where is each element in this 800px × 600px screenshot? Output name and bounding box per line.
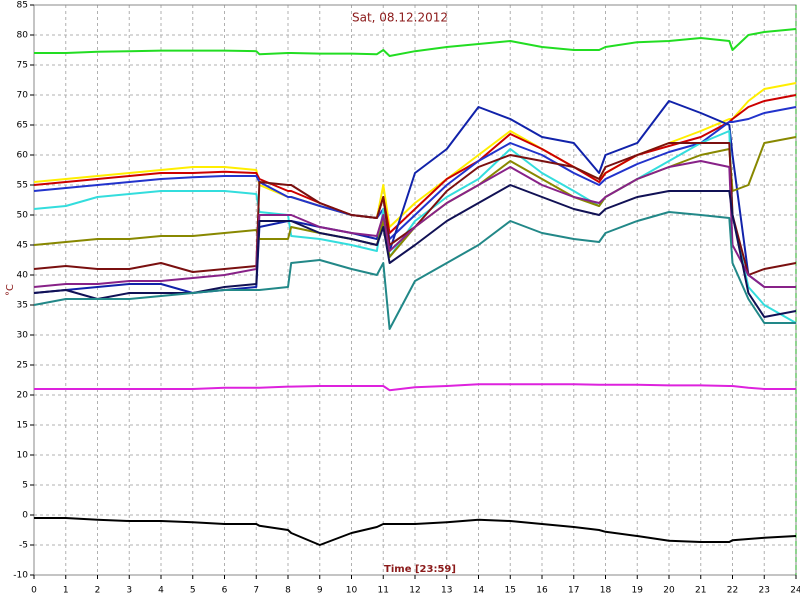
y-tick-label: 75 bbox=[17, 61, 28, 71]
y-tick-label: 85 bbox=[17, 1, 28, 11]
x-tick-label: 4 bbox=[158, 586, 164, 596]
x-tick-label: 13 bbox=[441, 586, 452, 596]
series-line bbox=[34, 28, 797, 57]
series-line bbox=[34, 383, 796, 392]
x-tick-label: 1 bbox=[63, 586, 69, 596]
x-tick-label: 15 bbox=[505, 586, 516, 596]
y-tick-label: 55 bbox=[17, 181, 28, 191]
series-line bbox=[33, 106, 797, 240]
y-tick-label: 50 bbox=[17, 211, 29, 221]
y-tick-label: 20 bbox=[17, 391, 29, 401]
y-tick-label: 5 bbox=[22, 481, 28, 491]
y-tick-label: -10 bbox=[13, 571, 28, 581]
series-line bbox=[34, 517, 797, 546]
y-tick-label: 30 bbox=[17, 331, 29, 341]
x-tick-label: 0 bbox=[31, 586, 37, 596]
y-tick-label: 10 bbox=[17, 451, 29, 461]
x-tick-label: 9 bbox=[317, 586, 323, 596]
y-tick-label: 60 bbox=[17, 151, 29, 161]
y-tick-label: 0 bbox=[22, 511, 28, 521]
x-tick-label: 2 bbox=[95, 586, 101, 596]
chart-title: Sat, 08.12.2012 bbox=[352, 11, 448, 25]
y-tick-label: 25 bbox=[17, 361, 28, 371]
series-line bbox=[33, 211, 796, 330]
x-tick-label: 18 bbox=[600, 586, 612, 596]
y-tick-label: 35 bbox=[17, 301, 28, 311]
y-tick-label: 80 bbox=[17, 31, 29, 41]
x-tick-label: 16 bbox=[536, 586, 548, 596]
x-tick-label: 8 bbox=[285, 586, 291, 596]
y-tick-label: 65 bbox=[17, 121, 28, 131]
x-tick-label: 11 bbox=[378, 586, 389, 596]
x-tick-label: 19 bbox=[632, 586, 644, 596]
x-tick-label: 23 bbox=[759, 586, 770, 596]
x-tick-label: 21 bbox=[695, 586, 706, 596]
y-tick-label: 40 bbox=[17, 271, 29, 281]
x-tick-label: 17 bbox=[568, 586, 579, 596]
y-tick-label: 15 bbox=[17, 421, 28, 431]
y-tick-label: -5 bbox=[19, 541, 28, 551]
y-tick-label: 70 bbox=[17, 91, 29, 101]
series-line bbox=[33, 142, 797, 276]
x-tick-label: 12 bbox=[409, 586, 420, 596]
x-tick-label: 20 bbox=[663, 586, 675, 596]
x-tick-label: 24 bbox=[790, 586, 800, 596]
y-axis-label: °C bbox=[5, 284, 16, 296]
x-tick-label: 10 bbox=[346, 586, 358, 596]
x-tick-label: 6 bbox=[222, 586, 228, 596]
x-tick-label: 7 bbox=[253, 586, 259, 596]
y-tick-label: 45 bbox=[17, 241, 28, 251]
x-tick-label: 5 bbox=[190, 586, 196, 596]
x-axis-label: Time [23:59] bbox=[384, 564, 456, 575]
x-tick-label: 14 bbox=[473, 586, 485, 596]
series-line bbox=[33, 94, 797, 234]
x-tick-label: 22 bbox=[727, 586, 738, 596]
series-line bbox=[33, 136, 797, 258]
series-line bbox=[33, 160, 796, 288]
x-tick-label: 3 bbox=[126, 586, 132, 596]
